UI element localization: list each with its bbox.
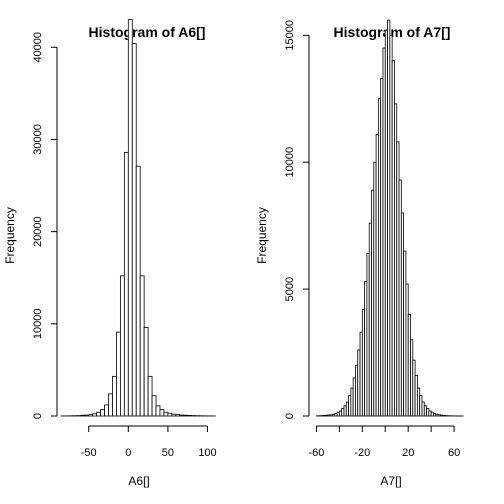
chart1-bar-11 bbox=[104, 404, 109, 417]
chart1-bar-21 bbox=[143, 327, 149, 417]
chart1-bar-8 bbox=[92, 413, 98, 417]
chart1-bar-28 bbox=[171, 413, 177, 417]
chart2-y-tick-label-1: 5000 bbox=[284, 277, 296, 301]
chart1-y-tick-label-0: 0 bbox=[32, 413, 44, 419]
chart1-bar-17 bbox=[127, 19, 133, 417]
chart1-bar-20 bbox=[139, 275, 145, 417]
chart1-bar-27 bbox=[167, 412, 173, 417]
chart1-bar-18 bbox=[131, 43, 137, 417]
chart2-y-tick-label-0: 0 bbox=[284, 413, 296, 419]
chart1-y-tick-label-1: 10000 bbox=[32, 309, 44, 340]
chart2-y-axis-label: Frequency bbox=[255, 207, 269, 264]
chart2-y-tick-label-2: 10000 bbox=[284, 147, 296, 178]
chart1-bar-12 bbox=[108, 393, 113, 417]
chart1-bar-5 bbox=[80, 414, 86, 417]
chart1-bar-13 bbox=[112, 375, 117, 417]
chart1-bar-19 bbox=[135, 165, 141, 417]
chart1-bar-22 bbox=[147, 375, 153, 417]
chart1-bar-24 bbox=[155, 405, 161, 417]
chart1-title: Histogram of A6[] bbox=[89, 24, 206, 40]
chart1-x-axis-label: A6[] bbox=[128, 474, 149, 488]
chart2-x-tick-label-6: 60 bbox=[448, 447, 460, 459]
chart1-bar-15 bbox=[119, 275, 125, 417]
chart2-x-axis-label: A7[] bbox=[380, 474, 401, 488]
chart1-bar-16 bbox=[123, 151, 129, 417]
chart1-y-tick-label-4: 40000 bbox=[32, 32, 44, 63]
chart1-y-axis-label: Frequency bbox=[3, 207, 17, 264]
chart1-bar-29 bbox=[175, 414, 181, 417]
chart1-bar-26 bbox=[163, 411, 169, 417]
chart1-bar-14 bbox=[116, 331, 121, 417]
chart2-title: Histogram of A7[] bbox=[334, 24, 451, 40]
chart1-x-tick-label-1: 0 bbox=[125, 447, 131, 459]
chart2-y-tick-label-3: 15000 bbox=[284, 20, 296, 51]
chart1-bar-23 bbox=[151, 395, 157, 417]
chart1-bar-7 bbox=[88, 414, 94, 417]
chart1-bar-30 bbox=[179, 414, 185, 417]
chart1-x-tick-label-3: 100 bbox=[198, 447, 216, 459]
chart2-x-tick-label-4: 20 bbox=[402, 447, 414, 459]
chart1-bar-10 bbox=[100, 409, 105, 417]
chart1-bar-6 bbox=[84, 414, 90, 417]
chart2-x-tick-label-2: -20 bbox=[354, 447, 370, 459]
chart1-y-tick-label-2: 20000 bbox=[32, 216, 44, 247]
chart1-bar-9 bbox=[96, 411, 101, 417]
chart1-y-tick-label-3: 30000 bbox=[32, 124, 44, 155]
chart2-x-tick-label-0: -60 bbox=[308, 447, 324, 459]
chart1-bar-25 bbox=[159, 409, 165, 417]
chart1-bar-32 bbox=[187, 415, 193, 417]
chart1-x-tick-label-0: -50 bbox=[81, 447, 97, 459]
chart1-bar-31 bbox=[183, 414, 189, 417]
chart1-x-tick-label-2: 50 bbox=[162, 447, 174, 459]
